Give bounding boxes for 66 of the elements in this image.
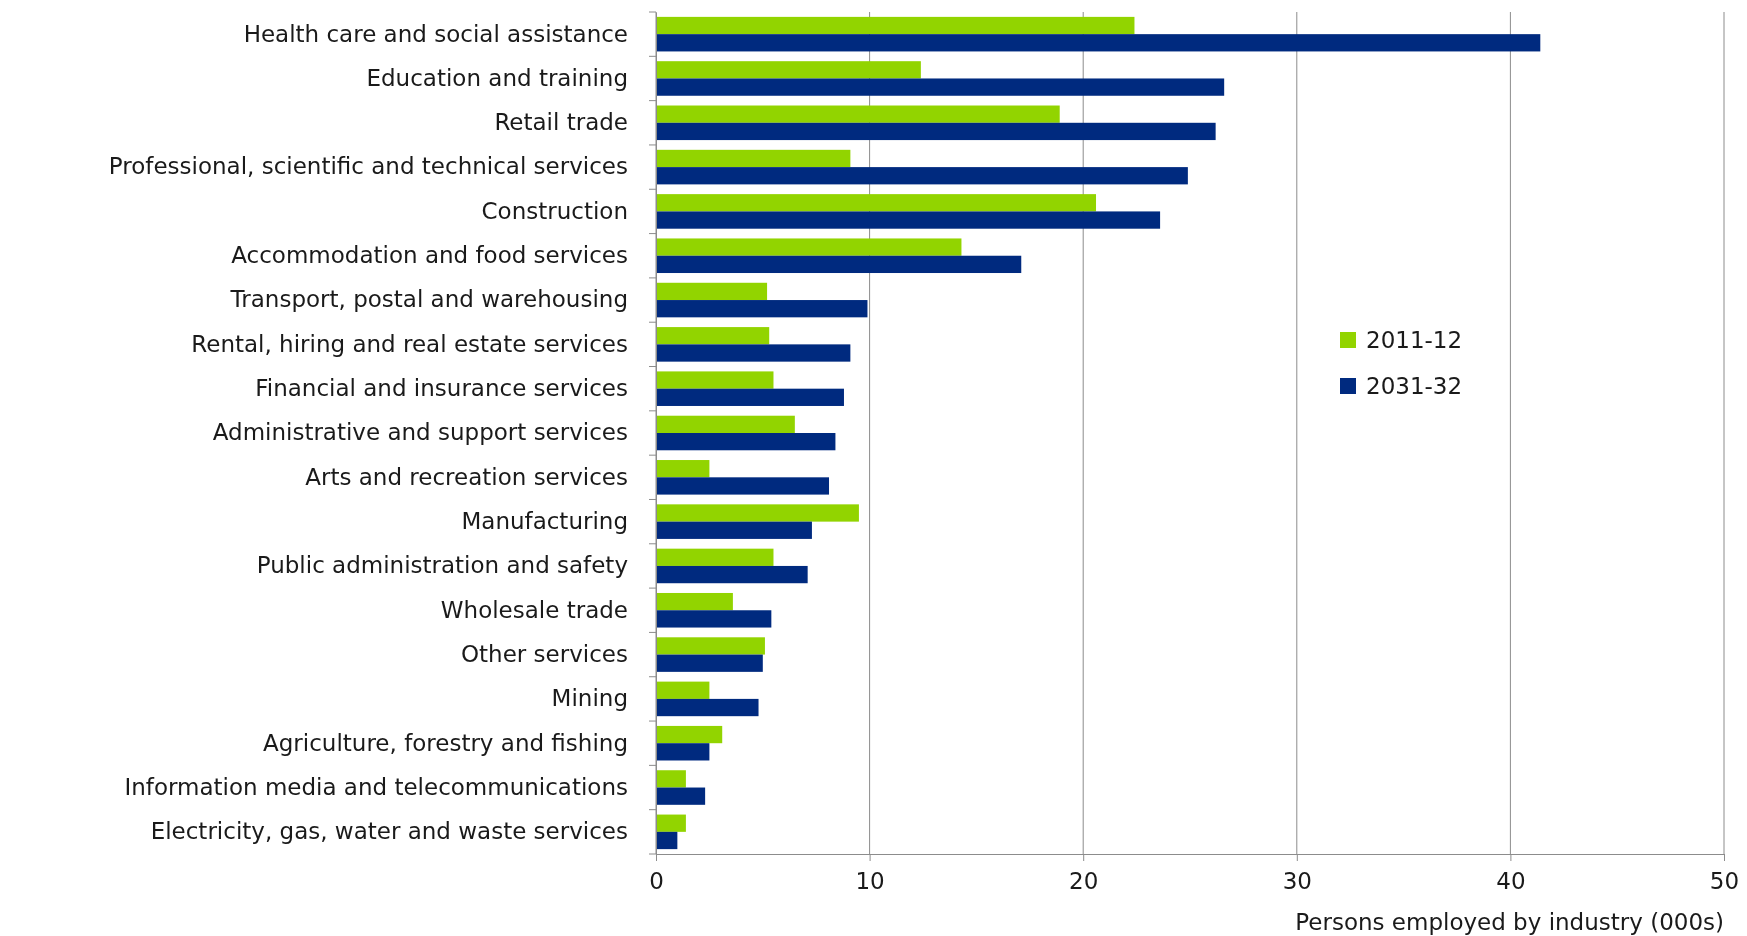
x-tick-label: 40	[1496, 868, 1526, 895]
bar	[656, 743, 710, 761]
bar	[656, 327, 770, 345]
y-tick-label: Accommodation and food services	[231, 242, 628, 269]
y-tick-label: Information media and telecommunications	[124, 773, 628, 800]
y-tick-label: Financial and insurance services	[255, 375, 628, 402]
y-tick-label: Arts and recreation services	[305, 463, 628, 490]
y-tick-label: Manufacturing	[461, 507, 628, 534]
bar	[656, 211, 1161, 229]
bar	[656, 122, 1216, 141]
bar	[656, 521, 812, 539]
bar	[656, 504, 859, 522]
bar	[656, 371, 774, 389]
bar	[656, 255, 1022, 274]
bar	[656, 814, 686, 832]
legend-label: 2031-32	[1366, 373, 1463, 400]
legend-label: 2011-12	[1366, 327, 1463, 354]
y-tick-label: Other services	[461, 640, 628, 667]
bar	[656, 654, 763, 672]
bar	[656, 681, 710, 699]
y-tick-label: Retail trade	[494, 109, 628, 136]
bar	[656, 105, 1060, 123]
x-tick-label: 20	[1069, 868, 1099, 895]
y-tick-label: Professional, scientific and technical services	[108, 153, 628, 180]
x-tick-label: 0	[649, 868, 664, 895]
bar	[656, 610, 772, 628]
x-tick-label: 10	[855, 868, 885, 895]
bar	[656, 548, 774, 566]
y-tick-label: Electricity, gas, water and waste services	[150, 818, 628, 845]
x-axis-title: Persons employed by industry (000s)	[1295, 909, 1724, 935]
y-tick-label: Public administration and safety	[256, 552, 628, 579]
bar	[656, 16, 1135, 35]
bar	[656, 282, 768, 301]
bar	[656, 167, 1188, 185]
bar	[656, 637, 765, 655]
x-tick-label: 50	[1709, 868, 1740, 895]
y-tick-label: Education and training	[366, 64, 628, 91]
y-tick-label: Construction	[481, 197, 628, 224]
bar	[656, 238, 962, 256]
y-tick-label: Wholesale trade	[440, 596, 628, 623]
bar	[656, 194, 1097, 212]
y-tick-label: Agriculture, forestry and fishing	[263, 729, 628, 756]
bar	[656, 344, 851, 362]
bar	[656, 770, 686, 788]
bar	[656, 565, 808, 584]
y-tick-label: Rental, hiring and real estate services	[191, 330, 628, 357]
y-tick-label: Mining	[551, 685, 628, 712]
y-tick-label: Administrative and support services	[212, 419, 628, 446]
bar	[656, 388, 844, 406]
bar	[656, 149, 851, 168]
bar	[656, 698, 759, 717]
bar	[656, 477, 830, 495]
bar	[656, 433, 836, 451]
bar	[656, 787, 706, 805]
bar	[656, 460, 710, 478]
x-tick-label: 30	[1282, 868, 1312, 895]
bar	[656, 61, 921, 79]
bar	[656, 300, 868, 318]
bar	[656, 34, 1541, 52]
bar	[656, 78, 1225, 96]
bar	[656, 592, 733, 611]
bar	[656, 831, 678, 850]
y-tick-label: Transport, postal and warehousing	[229, 286, 628, 313]
bar	[656, 725, 723, 744]
bar	[656, 415, 795, 433]
y-tick-label: Health care and social assistance	[243, 20, 628, 47]
